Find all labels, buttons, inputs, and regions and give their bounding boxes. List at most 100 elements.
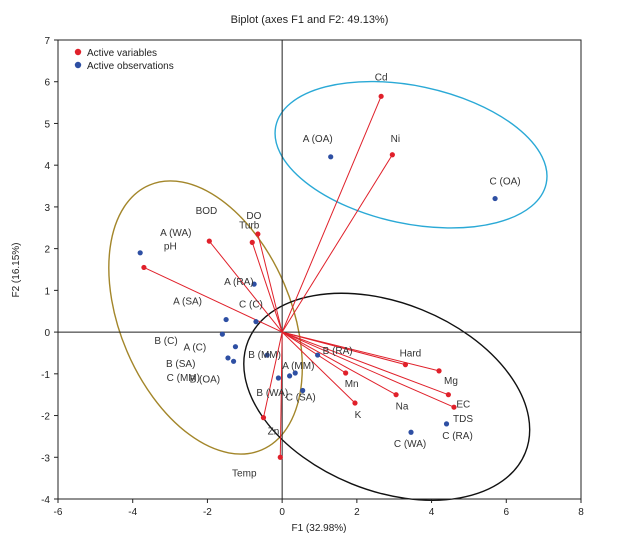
observation-label: B (MM) xyxy=(248,350,281,361)
observation-label: B (SA) xyxy=(166,359,195,370)
x-axis-label: F1 (32.98%) xyxy=(291,523,346,534)
variable-label: DO xyxy=(246,211,261,222)
observation-point xyxy=(287,373,293,379)
observation-label: A (WA) xyxy=(160,228,191,239)
vector-ec xyxy=(281,331,449,396)
plot-frame xyxy=(57,39,582,500)
ellipse-cyan xyxy=(274,80,548,229)
y-tick-label: -2 xyxy=(41,412,50,423)
observation-point xyxy=(408,429,414,435)
observation-point xyxy=(275,375,282,381)
legend-marker-observations xyxy=(74,61,82,69)
variable-label: Ni xyxy=(391,134,400,145)
observation-point xyxy=(328,154,334,160)
observation-point xyxy=(253,319,259,325)
observation-point xyxy=(225,355,231,361)
variable-label: Hard xyxy=(400,349,422,360)
variable-label: pH xyxy=(164,241,177,252)
y-tick-label: -4 xyxy=(41,495,50,506)
variable-point xyxy=(436,368,442,374)
y-tick-label: 0 xyxy=(44,328,50,339)
observation-label: C (SA) xyxy=(286,393,316,404)
vector-zn xyxy=(262,331,283,418)
observation-point xyxy=(300,387,306,394)
observation-point xyxy=(219,331,225,337)
ellipse-gold xyxy=(108,180,303,455)
x-tick-label: 6 xyxy=(504,507,510,518)
variable-point xyxy=(249,239,255,245)
legend: Active variables Active observations xyxy=(74,48,174,72)
y-tick-label: -1 xyxy=(41,370,50,381)
observation-label: A (RA) xyxy=(224,277,253,288)
x-tick-label: -4 xyxy=(128,507,137,518)
variable-label: EC xyxy=(456,400,470,411)
vector-mn xyxy=(281,331,346,374)
observation-label: B (WA) xyxy=(256,388,288,399)
observation-label: B (RA) xyxy=(323,346,353,357)
y-tick-label: 6 xyxy=(44,78,50,89)
x-tick-label: 0 xyxy=(279,507,285,518)
vector-k xyxy=(281,331,356,404)
y-tick-label: 2 xyxy=(44,245,50,256)
variable-vectors xyxy=(143,96,455,458)
x-tick-label: 2 xyxy=(354,507,360,518)
observation-label: C (OA) xyxy=(490,177,521,188)
observation-label: C (MM) xyxy=(167,373,200,384)
variable-point xyxy=(343,370,349,376)
variable-point xyxy=(277,454,283,460)
variable-point xyxy=(445,392,451,398)
observation-point xyxy=(264,352,270,358)
variable-label: Mg xyxy=(444,376,458,387)
observation-label: C (C) xyxy=(239,300,263,311)
variable-point xyxy=(378,93,384,99)
variable-point xyxy=(255,231,261,237)
y-axis-label: F2 (16.15%) xyxy=(11,242,22,297)
x-tick-label: 8 xyxy=(578,507,584,518)
observation-label: A (OA) xyxy=(303,134,333,145)
variable-label: Turb xyxy=(239,220,260,231)
observation-label: B (OA) xyxy=(190,374,221,385)
variable-label: Temp xyxy=(232,468,257,479)
y-tick-label: 1 xyxy=(44,286,50,297)
observation-point xyxy=(251,281,257,287)
variable-point xyxy=(352,400,358,406)
ellipse-black xyxy=(243,292,531,501)
vector-tds xyxy=(281,331,455,408)
observation-label: C (RA) xyxy=(442,431,473,442)
observation-point xyxy=(315,352,321,358)
observation-label: A (C) xyxy=(183,343,206,354)
observation-point xyxy=(292,370,298,376)
y-tick-label: 7 xyxy=(44,36,50,47)
observation-label: B (C) xyxy=(154,336,177,347)
observation-point xyxy=(492,195,498,202)
variable-label: K xyxy=(355,410,362,421)
vector-mg xyxy=(282,331,440,372)
variable-point xyxy=(141,264,147,271)
vector-temp xyxy=(279,332,283,458)
legend-label-variables: Active variables xyxy=(87,48,157,59)
variable-label: Mn xyxy=(345,379,359,390)
variable-point xyxy=(260,415,267,421)
observation-point xyxy=(232,344,239,350)
ellipse-group xyxy=(108,80,548,501)
x-tick-label: -2 xyxy=(203,507,212,518)
y-tick-label: 4 xyxy=(44,161,50,172)
point-markers xyxy=(137,93,498,460)
y-tick-label: 5 xyxy=(44,119,50,130)
y-tick-label: -3 xyxy=(41,453,50,464)
observation-label: C (WA) xyxy=(394,439,426,450)
chart-title: Biplot (axes F1 and F2: 49.13%) xyxy=(231,14,389,26)
vector-ph xyxy=(143,266,283,333)
variable-label: TDS xyxy=(453,414,473,425)
observation-label: A (MM) xyxy=(282,361,314,372)
variable-label: Zn xyxy=(268,427,280,438)
observation-point xyxy=(230,358,237,364)
vector-turb xyxy=(251,242,283,333)
vector-do xyxy=(257,233,283,333)
variable-point xyxy=(402,362,409,368)
variable-label: Cd xyxy=(375,72,388,83)
variable-label: Na xyxy=(396,402,409,413)
legend-label-observations: Active observations xyxy=(87,61,174,72)
vector-na xyxy=(281,331,397,396)
